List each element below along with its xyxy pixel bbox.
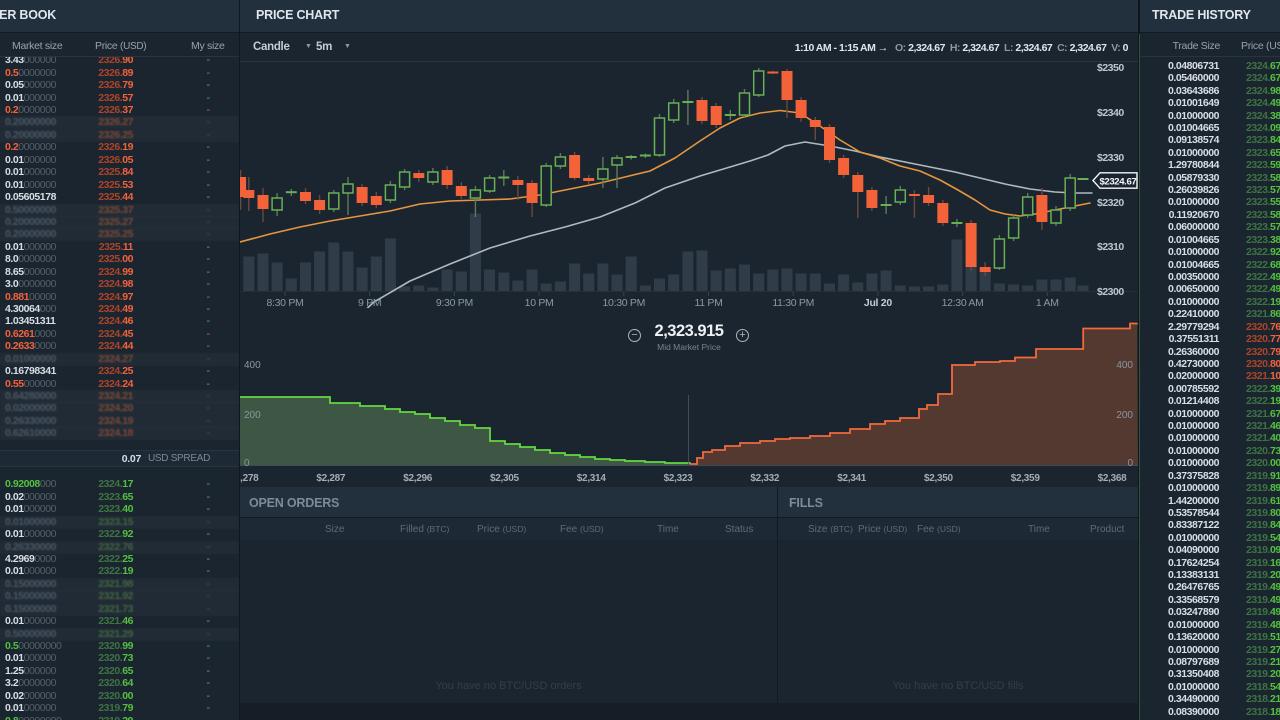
svg-text:10 PM: 10 PM <box>525 297 554 308</box>
svg-text:$2,359: $2,359 <box>1011 473 1041 484</box>
svg-text:$2,350: $2,350 <box>924 473 954 484</box>
svg-text:400: 400 <box>244 360 261 371</box>
svg-text:$2,323: $2,323 <box>664 473 694 484</box>
svg-text:$2,314: $2,314 <box>577 473 607 484</box>
svg-text:$2350: $2350 <box>1097 62 1124 74</box>
svg-text:$2330: $2330 <box>1097 152 1124 164</box>
svg-text:$2,287: $2,287 <box>316 473 346 484</box>
svg-text:1 AM: 1 AM <box>1036 297 1059 308</box>
svg-text:8:30 PM: 8:30 PM <box>266 297 303 308</box>
svg-text:200: 200 <box>1116 410 1133 421</box>
svg-text:200: 200 <box>244 410 261 421</box>
svg-text:$2300: $2300 <box>1097 286 1124 298</box>
svg-text:0: 0 <box>244 458 250 469</box>
svg-text:$2310: $2310 <box>1097 241 1124 253</box>
svg-text:$2,341: $2,341 <box>837 473 867 484</box>
svg-text:Jul 20: Jul 20 <box>864 297 892 308</box>
svg-text:11:30 PM: 11:30 PM <box>772 297 814 308</box>
svg-text:$2,305: $2,305 <box>490 473 520 484</box>
svg-text:11 PM: 11 PM <box>694 297 722 308</box>
svg-text:9 PM: 9 PM <box>358 297 381 308</box>
svg-text:$2320: $2320 <box>1097 197 1124 209</box>
svg-text:$2,278: $2,278 <box>240 473 259 484</box>
svg-text:$2,332: $2,332 <box>750 473 780 484</box>
svg-text:9:30 PM: 9:30 PM <box>436 297 473 308</box>
svg-text:400: 400 <box>1116 360 1133 371</box>
svg-text:10:30 PM: 10:30 PM <box>603 297 646 308</box>
svg-text:12:30 AM: 12:30 AM <box>942 297 984 308</box>
svg-text:$2340: $2340 <box>1097 107 1124 119</box>
svg-text:$2324.67: $2324.67 <box>1100 176 1137 187</box>
svg-text:$2,296: $2,296 <box>403 473 433 484</box>
svg-text:$2,368: $2,368 <box>1098 473 1128 484</box>
svg-text:0: 0 <box>1127 458 1133 469</box>
